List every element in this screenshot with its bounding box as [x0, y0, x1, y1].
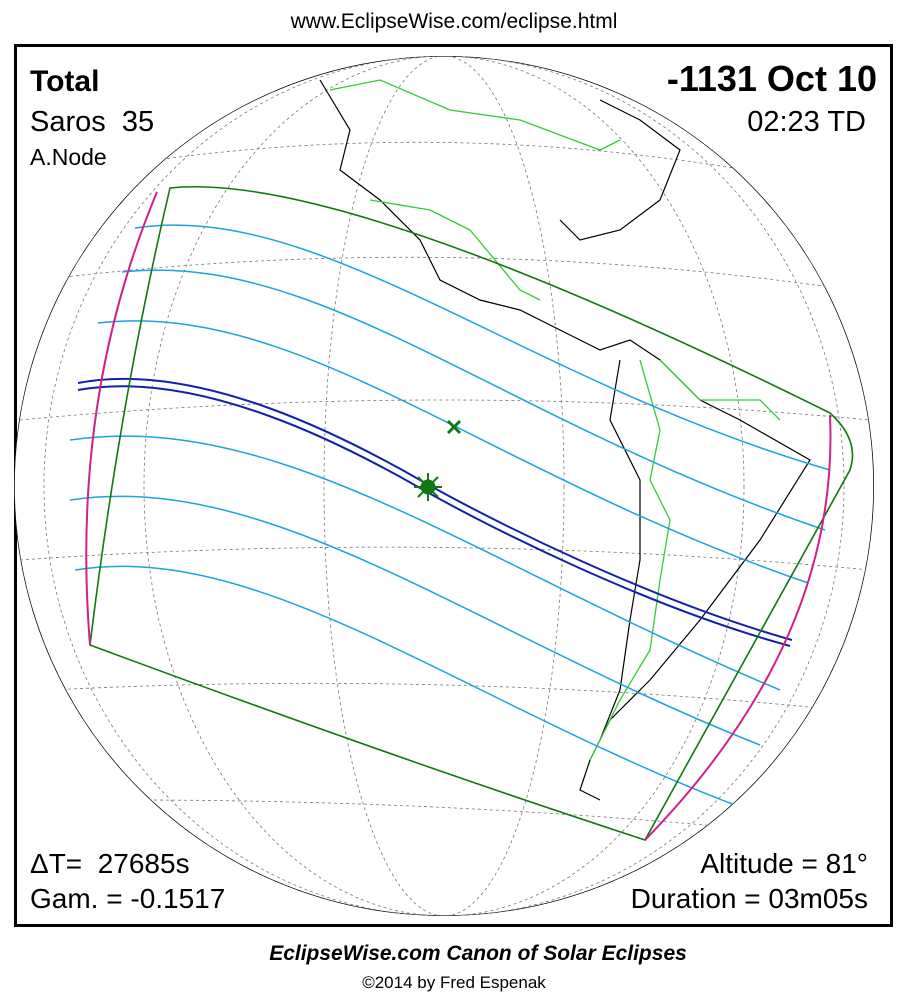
greatest-eclipse — [414, 473, 442, 501]
sub-solar-point — [446, 419, 462, 435]
central-line-south — [77, 385, 791, 647]
globe — [14, 56, 874, 916]
node: A.Node — [30, 144, 107, 170]
eclipse-type: Total — [30, 65, 99, 98]
delta-t: ΔT= 27685s — [30, 848, 190, 879]
coastlines — [319, 79, 811, 801]
penumbral-lines — [69, 224, 831, 806]
graticule — [19, 56, 871, 916]
time: 02:23 TD — [747, 106, 866, 138]
saros: Saros 35 — [30, 106, 154, 138]
date: -1131 Oct 10 — [667, 58, 877, 99]
url: www.EclipseWise.com/eclipse.html — [290, 10, 618, 33]
rise-set-east — [644, 414, 832, 841]
footer-title: EclipseWise.com Canon of Solar Eclipses — [269, 942, 687, 965]
duration: Duration = 03m05s — [631, 883, 868, 914]
altitude: Altitude = 81° — [700, 848, 868, 879]
eclipse-limits — [89, 185, 854, 841]
rise-set-west — [85, 191, 158, 646]
copyright: ©2014 by Fred Espenak — [362, 973, 546, 992]
borders — [329, 79, 781, 761]
gamma: Gam. = -0.1517 — [30, 883, 225, 914]
